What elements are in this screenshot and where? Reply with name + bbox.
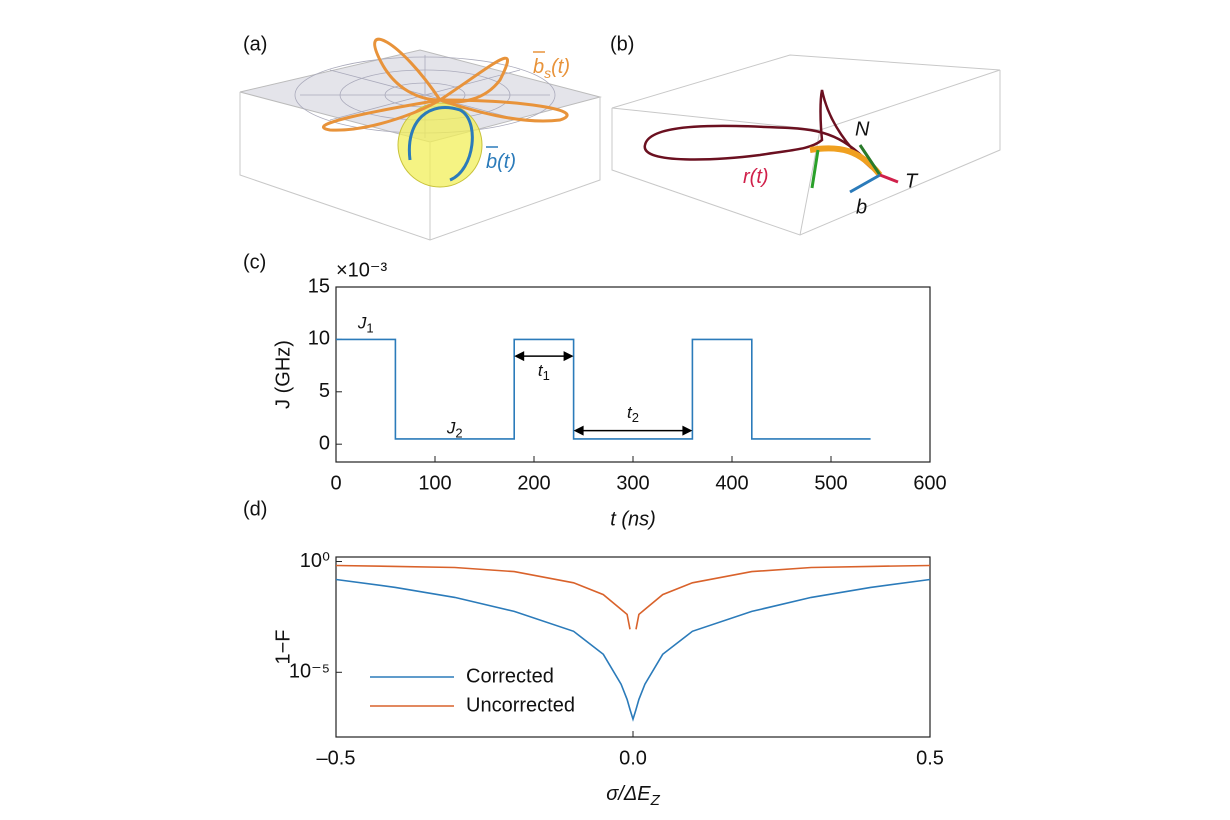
- y-tick-label: 0: [319, 432, 330, 454]
- n-label: N: [855, 118, 870, 140]
- frame-vector: [810, 149, 820, 189]
- legend-label: Corrected: [466, 665, 554, 687]
- subscript: s: [544, 65, 551, 81]
- y-axis-label: J (GHz): [272, 340, 294, 409]
- legend-label: Uncorrected: [466, 694, 575, 716]
- x-tick-label: 400: [715, 472, 748, 494]
- data-line: [335, 578, 931, 722]
- annotation-symbol: J: [446, 419, 456, 438]
- data-line: [335, 564, 931, 630]
- x-tick-label: 0.5: [916, 747, 944, 769]
- x-tick-label: 600: [913, 472, 946, 494]
- panel-label: (b): [610, 33, 634, 55]
- symbol: b: [533, 56, 544, 78]
- panel-b: (b) r(t) N T b: [610, 33, 1001, 236]
- b-label: b(t): [486, 151, 516, 173]
- bs-curve: [321, 37, 569, 132]
- r-curve: [643, 89, 881, 176]
- x-tick-label: 0.0: [619, 747, 647, 769]
- b-curve: [407, 105, 474, 182]
- y-tick-label: 10⁰: [300, 550, 330, 572]
- arrow-head: [563, 351, 574, 362]
- annotation-sub: 1: [366, 321, 373, 336]
- x-tick-label: –0.5: [317, 747, 356, 769]
- b-label: b: [856, 196, 867, 218]
- annotation-symbol: t: [538, 361, 544, 380]
- panel-label: (d): [243, 498, 267, 520]
- x-axis-label-main: σ/ΔE: [606, 783, 651, 805]
- data-line: [336, 338, 871, 440]
- x-axis-label-sub: Z: [650, 792, 661, 809]
- symbol: r: [743, 166, 751, 188]
- t-label: T: [905, 170, 919, 192]
- annotation-symbol: t: [627, 403, 633, 422]
- annotation-sub: 2: [632, 410, 639, 425]
- annotation-symbol: J: [357, 314, 367, 333]
- r-label: r(t): [743, 166, 769, 188]
- arrow-head: [682, 425, 693, 436]
- frame-vector: [849, 173, 881, 194]
- symbol: b: [486, 151, 497, 173]
- arrow-head: [573, 425, 584, 436]
- y-tick-label: 10⁻⁵: [289, 661, 330, 683]
- annotation: J2: [446, 419, 463, 441]
- bs-label: bs(t): [533, 56, 570, 80]
- y-tick-label: 5: [319, 380, 330, 402]
- frame-vector: [879, 173, 899, 184]
- annotation: t1: [538, 361, 550, 383]
- x-tick-label: 500: [814, 472, 847, 494]
- plot-frame: [335, 286, 931, 463]
- x-tick-label: 200: [517, 472, 550, 494]
- plot-frame: [335, 556, 931, 738]
- argument: (t): [750, 166, 769, 188]
- annotation-sub: 2: [455, 426, 462, 441]
- annotation-sub: 1: [543, 368, 550, 383]
- frame-vector: [858, 144, 882, 176]
- box: [611, 54, 1001, 236]
- annotation: J1: [357, 314, 374, 336]
- argument: (t): [497, 151, 516, 173]
- panel-a: (a) bs(t) b(t): [239, 33, 602, 241]
- panel-label: (c): [243, 251, 266, 273]
- x-tick-label: 300: [616, 472, 649, 494]
- argument: (t): [551, 56, 570, 78]
- x-axis-label: σ/ΔEZ: [606, 783, 660, 809]
- y-multiplier: ×10⁻³: [336, 259, 387, 281]
- y-tick-label: 10: [308, 328, 330, 350]
- y-tick-label: 15: [308, 275, 330, 297]
- y-axis-label: 1−F: [272, 629, 294, 664]
- x-tick-label: 0: [330, 472, 341, 494]
- sphere: [397, 102, 483, 188]
- panel-label: (a): [243, 33, 267, 55]
- x-axis-label: t (ns): [610, 508, 656, 530]
- annotation: t2: [627, 403, 639, 425]
- x-tick-label: 100: [418, 472, 451, 494]
- arrow-head: [514, 351, 525, 362]
